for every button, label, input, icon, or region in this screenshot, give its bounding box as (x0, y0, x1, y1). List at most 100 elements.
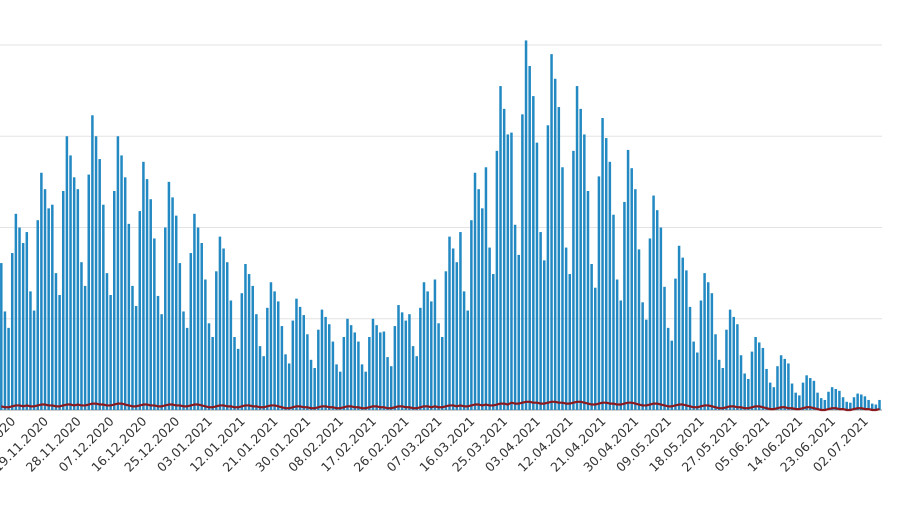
bar (284, 354, 287, 410)
bar (510, 132, 513, 410)
bar (597, 176, 601, 410)
bar (113, 191, 116, 410)
bar (335, 364, 338, 410)
bar (495, 150, 499, 410)
bar (131, 285, 134, 410)
bar (218, 236, 222, 410)
bar (626, 149, 630, 410)
bar (448, 236, 451, 410)
bar (91, 115, 94, 410)
bar (823, 399, 827, 410)
bar (375, 325, 378, 410)
bar (535, 142, 539, 410)
bar (251, 285, 254, 410)
bar (532, 96, 535, 410)
bar (258, 346, 262, 410)
bar (357, 341, 360, 410)
bar (47, 208, 50, 410)
bar (240, 293, 244, 410)
bar (568, 274, 572, 410)
bar (546, 125, 550, 411)
bar (328, 324, 331, 410)
bar (852, 397, 856, 410)
bar (863, 396, 867, 410)
bar (422, 282, 426, 410)
bar (543, 260, 546, 410)
bar (371, 318, 375, 410)
bar (870, 403, 874, 410)
bar (451, 248, 455, 410)
bar (717, 359, 721, 410)
bar (637, 249, 641, 410)
bar (845, 401, 848, 410)
bar (382, 331, 386, 410)
bar (426, 291, 429, 410)
bar (579, 108, 582, 410)
bar (262, 356, 265, 410)
bar (433, 279, 437, 410)
bar (61, 191, 65, 410)
bar (40, 172, 43, 410)
bar (481, 208, 484, 410)
bar (714, 334, 717, 410)
bar (280, 326, 284, 410)
bar (233, 337, 236, 410)
bar (291, 320, 295, 410)
bar (648, 238, 652, 410)
bar (298, 306, 302, 410)
bar (608, 161, 612, 410)
bar (313, 368, 316, 410)
bar (663, 286, 666, 410)
bar (331, 341, 335, 410)
bar (575, 86, 579, 410)
bar (645, 319, 648, 410)
bar (266, 307, 269, 410)
bar (32, 310, 36, 410)
bar (14, 213, 18, 410)
bar (874, 404, 878, 410)
bar (761, 347, 765, 410)
bar (87, 174, 91, 410)
bar (215, 271, 218, 410)
bar (827, 391, 830, 410)
bar (677, 245, 681, 410)
bar (444, 271, 448, 410)
bar (349, 325, 353, 410)
bar (207, 323, 211, 410)
bar (502, 108, 506, 410)
bar (105, 273, 109, 410)
bar (138, 211, 142, 410)
bar (430, 301, 433, 410)
bar (816, 392, 819, 410)
bar (7, 327, 10, 410)
bar (455, 262, 459, 410)
bar (134, 305, 138, 410)
bar (513, 224, 517, 410)
bar (586, 191, 590, 410)
bar (196, 227, 200, 410)
bar (204, 279, 207, 410)
bar (706, 282, 710, 410)
bar (54, 273, 58, 410)
bar (630, 168, 633, 410)
bar (342, 337, 346, 410)
bar (65, 136, 69, 410)
bar (276, 301, 280, 410)
bar (790, 383, 794, 410)
bar (768, 382, 772, 410)
bar (466, 310, 469, 410)
bar (849, 402, 852, 410)
bar (415, 356, 418, 410)
bar (346, 318, 349, 410)
bar (685, 270, 688, 410)
bar (360, 364, 364, 410)
bar (779, 355, 783, 410)
bar (524, 40, 528, 410)
bar (794, 392, 797, 410)
bar (149, 199, 152, 410)
bar (666, 327, 670, 410)
bar (659, 227, 663, 410)
bar (338, 371, 342, 410)
bar (841, 397, 845, 410)
bar (754, 337, 757, 410)
